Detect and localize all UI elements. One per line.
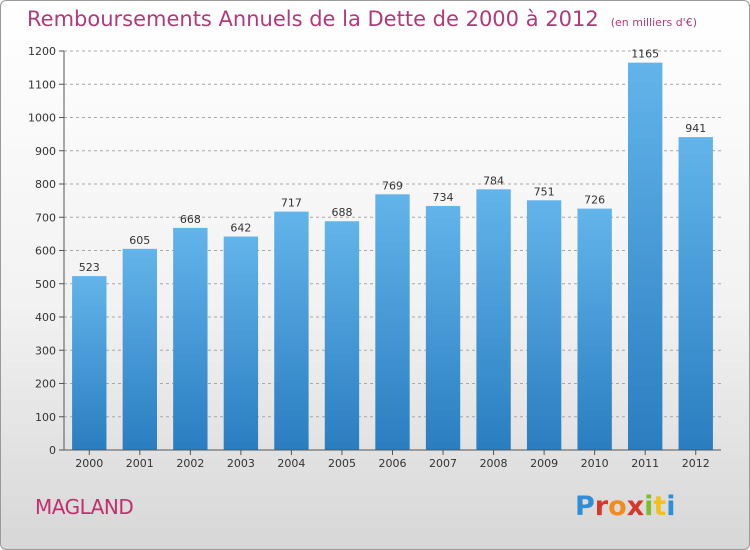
bar — [476, 189, 511, 450]
bar — [425, 205, 461, 450]
chart-title-text: Remboursements Annuels de la Dette de 20… — [27, 7, 599, 31]
commune-name: MAGLAND — [35, 495, 134, 519]
y-tick-label: 1200 — [28, 45, 56, 58]
y-tick-label: 400 — [35, 311, 56, 324]
x-tick-label: 2003 — [227, 457, 255, 470]
bar — [324, 221, 360, 450]
proxiti-logo: Proxiti — [575, 491, 676, 522]
bar — [274, 211, 309, 450]
bar-value-label: 751 — [534, 185, 555, 198]
x-tick-label: 2002 — [176, 457, 204, 470]
logo-letter: r — [594, 491, 609, 522]
x-tick-label: 2008 — [480, 457, 508, 470]
y-tick-label: 0 — [49, 444, 56, 457]
y-tick-label: 700 — [35, 211, 56, 224]
x-tick-label: 2000 — [75, 457, 103, 470]
bar-value-label: 668 — [180, 213, 201, 226]
bar — [223, 236, 259, 450]
bar-value-label: 784 — [483, 174, 504, 187]
bar-value-label: 523 — [79, 261, 100, 274]
x-tick-label: 2006 — [379, 457, 407, 470]
bar-value-label: 717 — [281, 197, 302, 210]
logo-letter: P — [575, 491, 595, 522]
bar-value-label: 726 — [584, 194, 605, 207]
bar — [122, 248, 157, 450]
bar — [375, 194, 410, 450]
bars-layer: 523 605 668 642 717 688 769 734 784 751 726 1165 941 — [72, 48, 713, 450]
y-tick-label: 500 — [35, 278, 56, 291]
x-tick-label: 2005 — [328, 457, 356, 470]
x-tick-label: 2010 — [581, 457, 609, 470]
x-tick-label: 2009 — [530, 457, 558, 470]
y-tick-label: 900 — [35, 145, 56, 158]
x-tick-label: 2011 — [631, 457, 659, 470]
y-tick-label: 1100 — [28, 78, 56, 91]
logo-letter: i — [666, 491, 676, 522]
y-tick-label: 1000 — [28, 112, 56, 125]
bar-value-label: 1165 — [631, 48, 659, 61]
bar-value-label: 734 — [433, 191, 454, 204]
y-tick-label: 800 — [35, 178, 56, 191]
bar — [526, 200, 562, 450]
bar — [72, 276, 107, 450]
bar-value-label: 941 — [685, 122, 706, 135]
logo-letter: x — [626, 491, 645, 522]
y-tick-label: 300 — [35, 344, 56, 357]
bar — [173, 227, 208, 450]
y-tick-label: 600 — [35, 245, 56, 258]
x-tick-label: 2007 — [429, 457, 457, 470]
x-tick-label: 2012 — [682, 457, 710, 470]
chart-title: Remboursements Annuels de la Dette de 20… — [27, 7, 697, 31]
bar — [577, 208, 612, 450]
bar — [678, 137, 713, 450]
bar — [628, 62, 663, 450]
y-tick-label: 200 — [35, 378, 56, 391]
bar-value-label: 688 — [331, 206, 352, 219]
axis-layer: 0 100 200 300 400 500 600 700 800 900 1000 1100 1200… — [28, 45, 721, 470]
bar-value-label: 769 — [382, 179, 403, 192]
x-tick-label: 2004 — [277, 457, 305, 470]
y-tick-label: 100 — [35, 411, 56, 424]
chart-unit: (en milliers d'€) — [610, 16, 697, 29]
bar-value-label: 605 — [129, 234, 150, 247]
logo-letter: i — [644, 491, 654, 522]
x-tick-label: 2001 — [126, 457, 154, 470]
logo-letter: o — [608, 491, 627, 522]
bar-value-label: 642 — [230, 222, 251, 235]
logo-letter: t — [653, 491, 667, 522]
